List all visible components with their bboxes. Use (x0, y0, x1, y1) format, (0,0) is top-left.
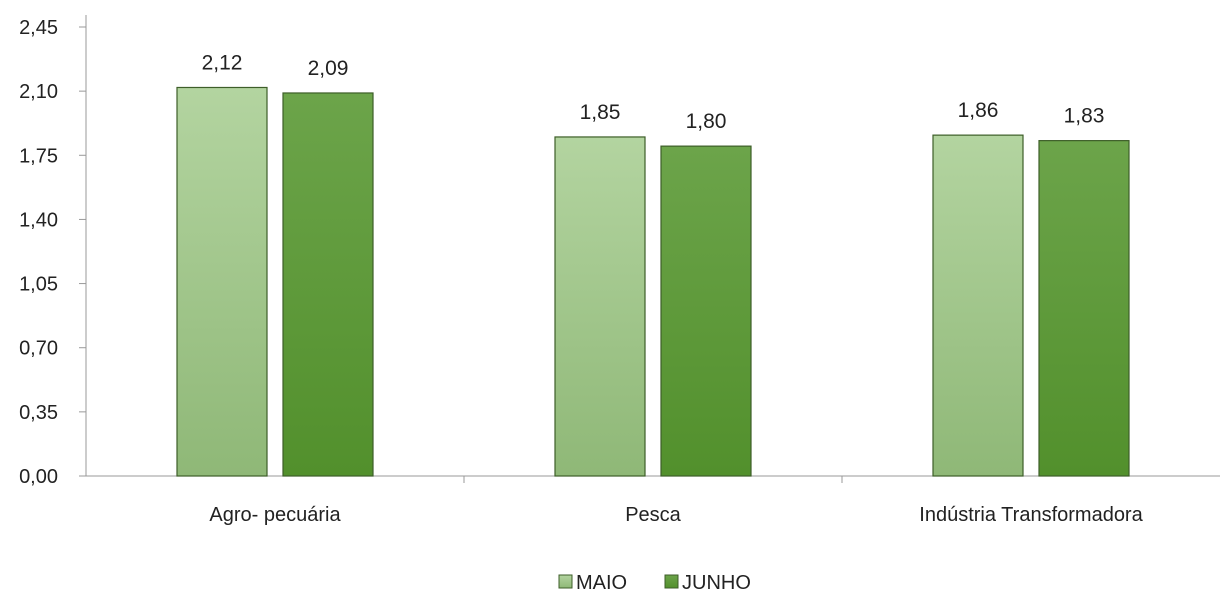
y-tick-label: 1,40 (19, 209, 58, 231)
category-label: Agro- pecuária (209, 504, 341, 526)
data-label: 1,86 (958, 99, 999, 122)
bar-maio-2 (932, 134, 1024, 477)
y-tick-label: 2,45 (19, 17, 58, 39)
bars-group (176, 86, 1130, 477)
legend-label-junho: JUNHO (682, 572, 751, 594)
bar-junho-1 (660, 145, 752, 477)
category-label: Indústria Transformadora (919, 504, 1143, 526)
category-label: Pesca (625, 504, 681, 526)
bar-maio-1 (554, 136, 646, 477)
data-label: 2,12 (202, 51, 243, 74)
bar-junho-2 (1038, 140, 1130, 477)
y-tick-label: 1,05 (19, 274, 58, 296)
data-label: 2,09 (308, 57, 349, 80)
bar-junho-0 (282, 92, 374, 477)
y-tick-label: 1,75 (19, 145, 58, 167)
legend-swatch-maio (558, 574, 573, 589)
y-tick-label: 0,35 (19, 402, 58, 424)
y-tick-label: 2,10 (19, 81, 58, 103)
data-label: 1,83 (1064, 105, 1105, 128)
labels-group: 2,12 2,09 Agro- pecuária 1,85 1,80 Pesca 1,86 1… (202, 51, 1144, 526)
axes: 0,00 0,35 0,70 1,05 1,40 1,75 2,10 2,45 (19, 15, 1220, 488)
legend: MAIO JUNHO (558, 572, 751, 594)
data-label: 1,80 (686, 110, 727, 133)
bar-maio-0 (176, 86, 268, 477)
legend-swatch-junho (664, 574, 679, 589)
data-label: 1,85 (580, 101, 621, 124)
y-tick-label: 0,00 (19, 466, 58, 488)
y-tick-label: 0,70 (19, 338, 58, 360)
legend-label-maio: MAIO (576, 572, 627, 594)
